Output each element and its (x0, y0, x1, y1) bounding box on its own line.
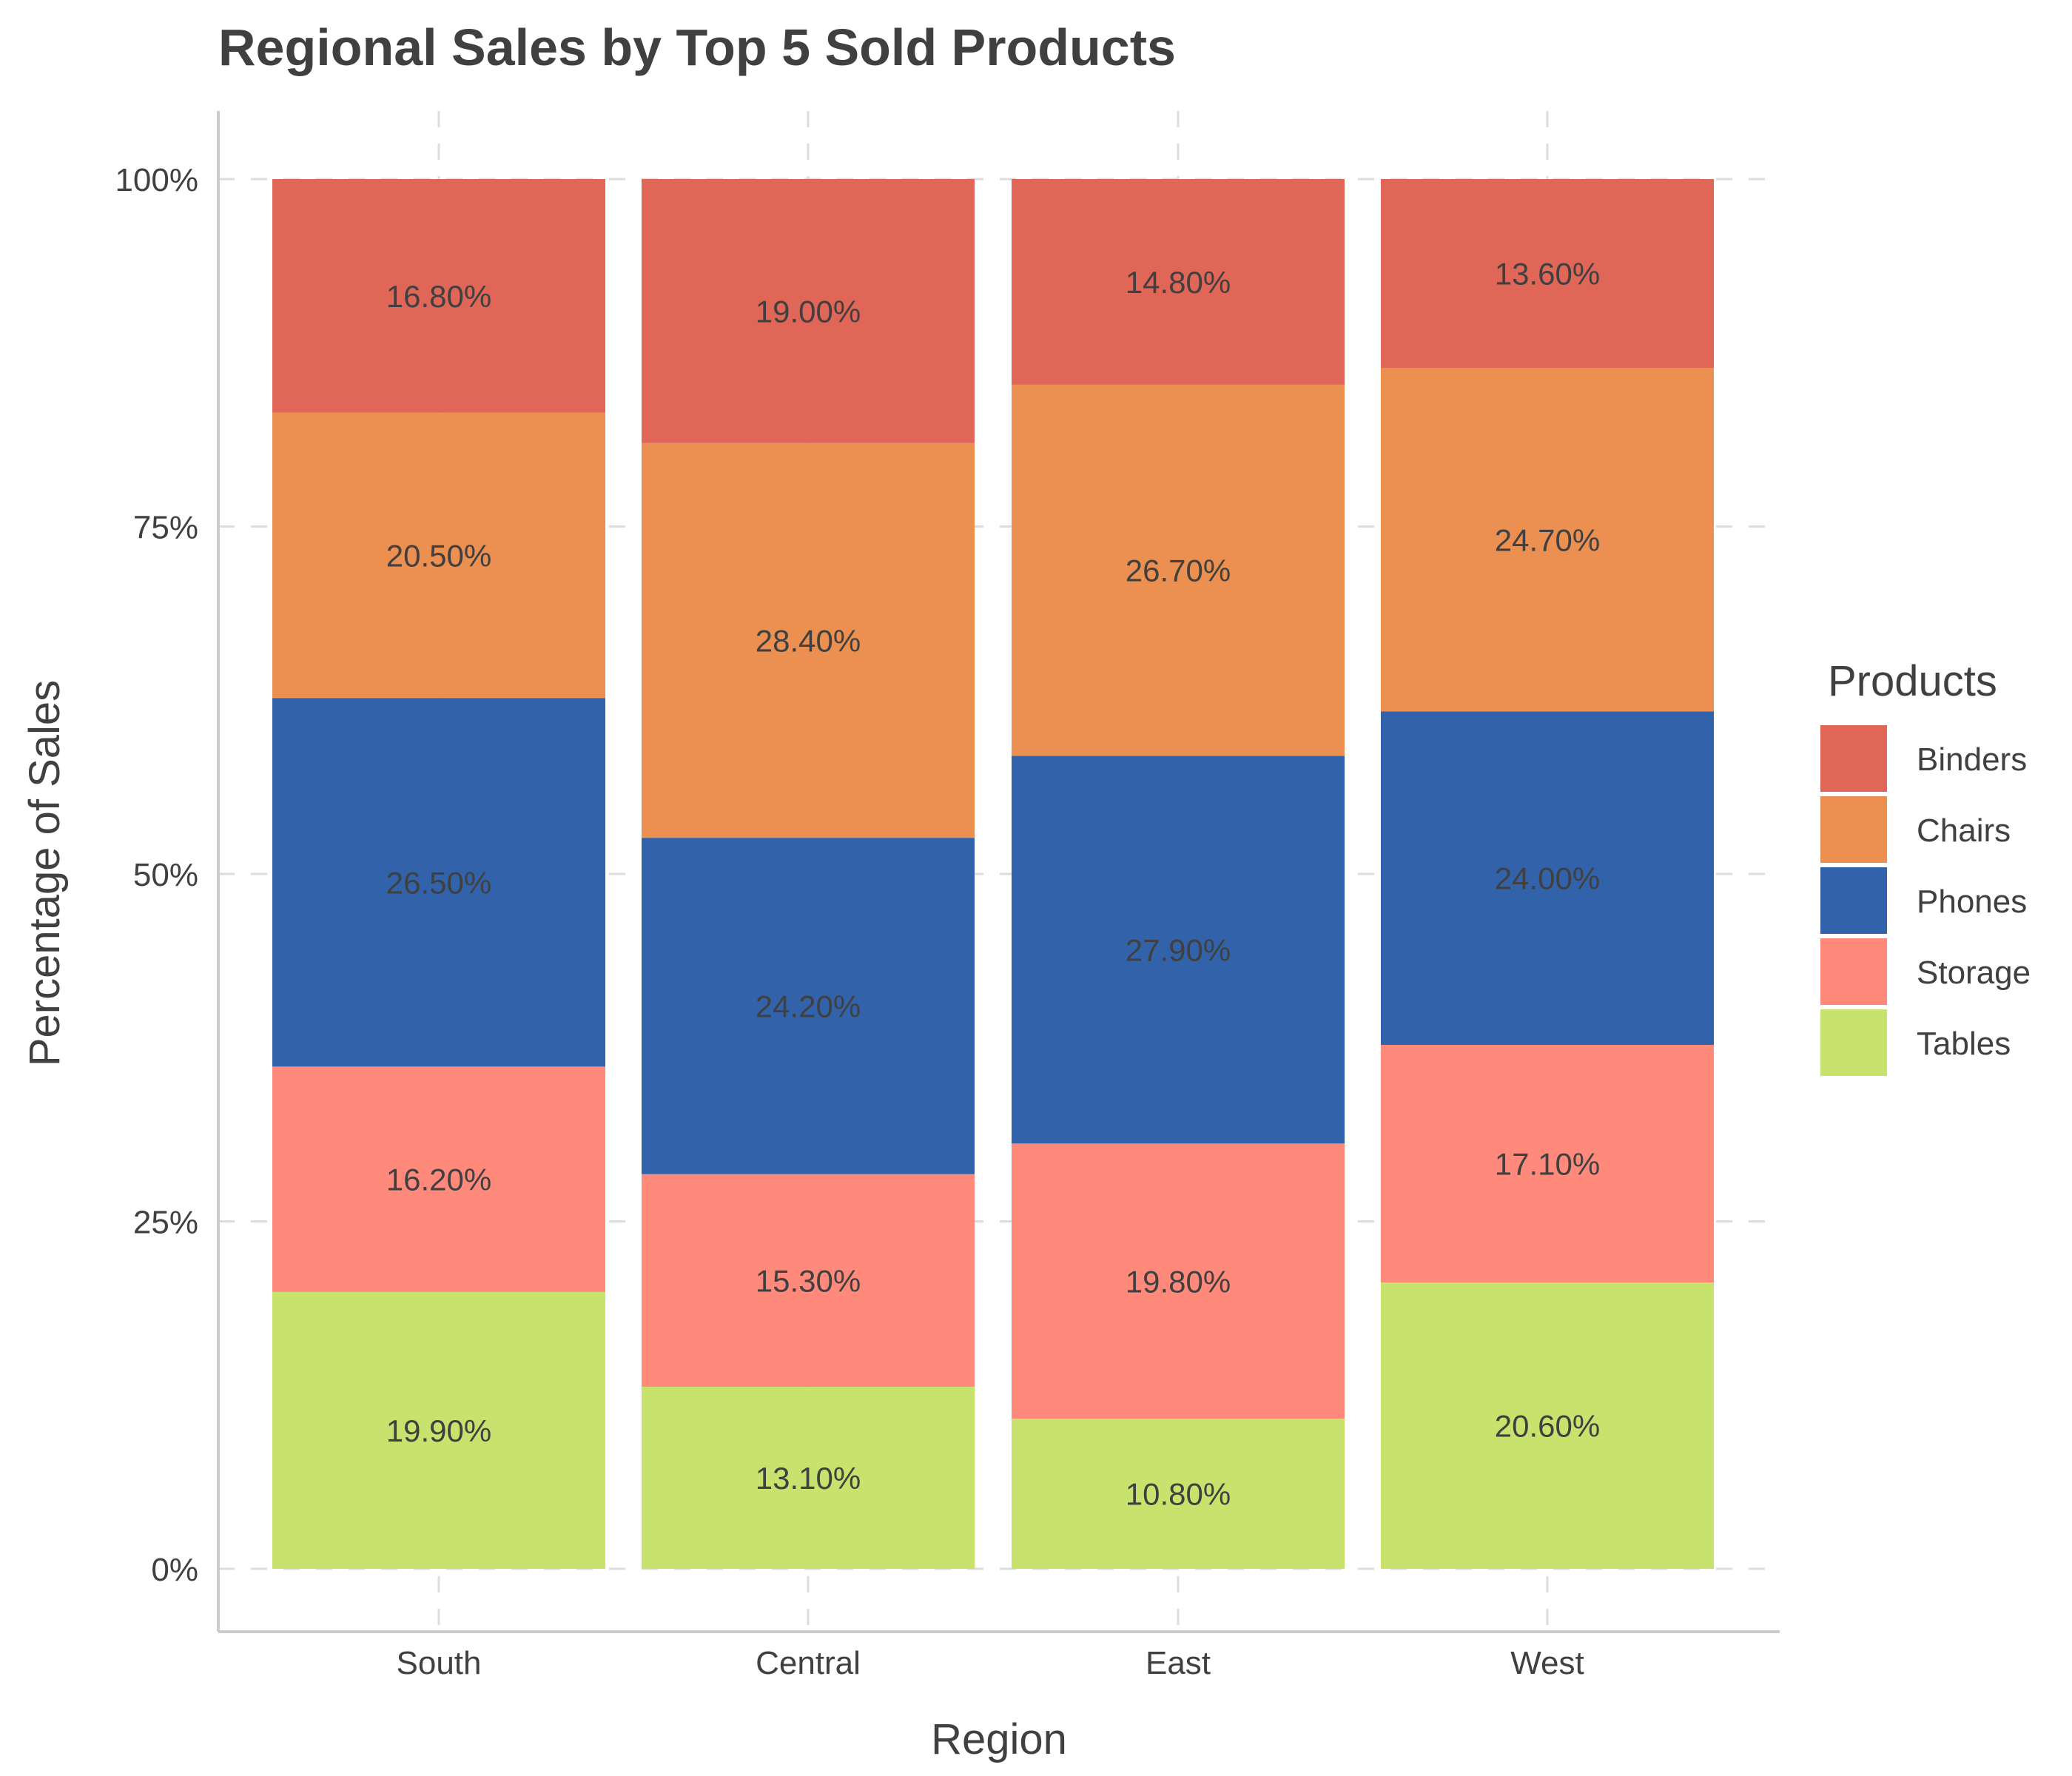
bar-segment-label: 13.10% (756, 1461, 861, 1496)
x-tick-label: South (397, 1645, 482, 1681)
bar-segment-label: 14.80% (1126, 265, 1231, 300)
bar-segment-phones (1012, 756, 1345, 1144)
legend-swatch-tables (1820, 1009, 1887, 1076)
bar-segment-label: 26.70% (1126, 554, 1231, 588)
bar-segment-label: 19.00% (756, 294, 861, 329)
bar-segment-label: 17.10% (1495, 1147, 1600, 1182)
bar-segment-label: 15.30% (756, 1263, 861, 1298)
bar-segment-binders (1381, 179, 1714, 369)
bar-segment-label: 16.20% (386, 1163, 491, 1197)
bar-segment-chairs (272, 412, 605, 699)
bar-segment-chairs (1012, 384, 1345, 756)
bar-segment-label: 16.80% (386, 279, 491, 314)
y-tick-label: 25% (133, 1205, 198, 1241)
bar-segment-label: 19.90% (386, 1413, 491, 1448)
bar-labels: 19.90% 16.20% 26.50% 20.50% 16.80% 13.10% 15.3… (386, 257, 1600, 1512)
legend-swatch-chairs (1820, 796, 1887, 863)
bar-segment-label: 26.50% (386, 865, 491, 900)
legend-label: Tables (1917, 1026, 2011, 1062)
bar-segment-tables (642, 1386, 975, 1569)
bar-segment-label: 13.60% (1495, 257, 1600, 292)
bar-segment-phones (272, 698, 605, 1067)
y-tick-label: 100% (115, 162, 198, 198)
bar-segment-label: 10.80% (1126, 1477, 1231, 1512)
x-ticks: South Central East West (397, 1645, 1584, 1681)
bar-segment-binders (272, 179, 605, 413)
x-tick-label: Central (756, 1645, 861, 1681)
bar-segment-tables (1012, 1419, 1345, 1569)
bar-segment-storage (642, 1174, 975, 1387)
legend-swatch-phones (1820, 867, 1887, 934)
bar-segment-label: 19.80% (1126, 1264, 1231, 1299)
bars (272, 179, 1714, 1569)
y-tick-label: 50% (133, 857, 198, 893)
bar-segment-chairs (1381, 368, 1714, 712)
bar-segment-tables (272, 1291, 605, 1569)
axes (217, 111, 1780, 1633)
bar-segment-label: 24.70% (1495, 522, 1600, 557)
y-ticks: 0% 25% 50% 75% 100% (115, 162, 198, 1588)
bar-segment-phones (1381, 711, 1714, 1045)
legend-label: Binders (1917, 741, 2027, 778)
x-axis-title: Region (931, 1715, 1067, 1763)
bar-segment-storage (1012, 1143, 1345, 1419)
x-tick-label: West (1510, 1645, 1584, 1681)
legend-title: Products (1828, 657, 1997, 705)
y-tick-label: 0% (151, 1552, 198, 1588)
bar-segment-tables (1381, 1282, 1714, 1569)
bar-segment-chairs (642, 443, 975, 838)
chart-title: Regional Sales by Top 5 Sold Products (218, 18, 1176, 76)
x-tick-label: East (1146, 1645, 1211, 1681)
bar-segment-phones (642, 838, 975, 1174)
legend-label: Phones (1917, 884, 2027, 920)
legend-swatch-binders (1820, 725, 1887, 792)
bar-segment-label: 20.50% (386, 539, 491, 574)
y-axis-title: Percentage of Sales (21, 680, 69, 1066)
bar-segment-storage (1381, 1044, 1714, 1283)
legend-label: Storage (1917, 955, 2031, 991)
bar-segment-binders (642, 179, 975, 443)
bar-segment-binders (1012, 179, 1345, 385)
bar-segment-label: 24.00% (1495, 861, 1600, 896)
bar-segment-label: 24.20% (756, 989, 861, 1023)
y-tick-label: 75% (133, 510, 198, 546)
bar-segment-label: 20.60% (1495, 1409, 1600, 1444)
bar-segment-label: 28.40% (756, 623, 861, 658)
legend-swatch-storage (1820, 938, 1887, 1005)
bar-segment-label: 27.90% (1126, 932, 1231, 967)
legend: Products Binders Chairs Phones Storage Table… (1820, 657, 2031, 1076)
legend-label: Chairs (1917, 813, 2011, 849)
bar-segment-storage (272, 1066, 605, 1292)
